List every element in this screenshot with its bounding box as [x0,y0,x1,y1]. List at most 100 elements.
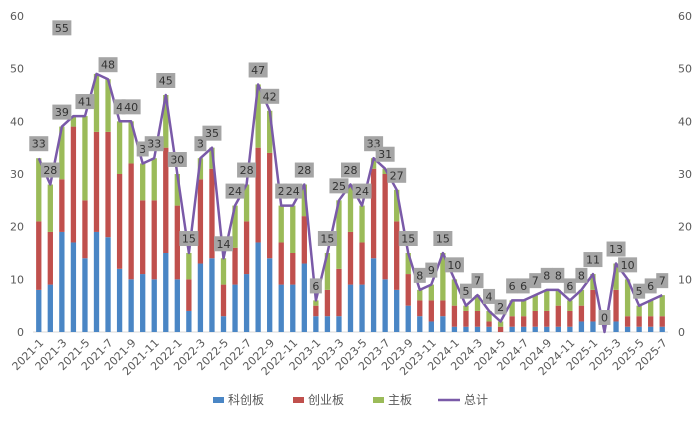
legend: 科创板 创业板 主板 总计 [213,393,488,407]
data-label-text: 14 [217,238,231,251]
data-label-text: 39 [55,106,69,119]
bar-segment [278,205,284,243]
bar-segment [555,305,561,327]
bar-segment [486,310,492,322]
legend-swatch [213,397,224,403]
bar-segment [544,326,550,332]
bar-segment [128,279,134,332]
bar-segment [636,326,642,332]
bar-segment [659,295,665,317]
data-label-text: 15 [320,233,334,246]
data-label: 39 [52,104,72,120]
bar-segment [567,300,573,311]
bar-segment [116,268,123,332]
data-label-box [471,273,484,289]
data-label-box [459,283,472,299]
bar-segment [463,326,469,332]
data-label-box [167,152,187,167]
data-label-box [156,73,176,88]
bar-segment [140,163,146,201]
data-label-box [494,299,507,315]
bar-segment [301,184,307,217]
data-label-box [517,278,530,294]
data-label-text: 31 [378,148,392,161]
data-label-text: 15 [182,233,196,246]
bar-segment [463,305,469,311]
data-label: 28 [341,162,360,178]
data-label: 7 [529,273,542,289]
data-label-box [644,278,657,294]
bar-segment [232,205,238,248]
data-label: 48 [98,57,118,73]
bar-segment [290,205,296,253]
data-label: 6 [309,278,322,294]
bar-segment [93,231,100,332]
data-label: 47 [248,62,268,78]
bar-segment [278,242,284,285]
legend-label: 创业板 [308,393,344,407]
y2-tick-label: 30 [678,168,692,181]
y2-tick-label: 10 [678,273,692,286]
bar-segment [220,284,227,317]
bar-segment [624,316,631,327]
data-label-box [329,178,349,194]
data-label-box [552,267,565,283]
data-label-text: 4 [116,101,123,114]
bar-segment [163,95,169,148]
bar-segment [209,258,215,332]
data-label-text: 40 [124,101,138,114]
bar-segment [648,316,654,327]
bar-segment [197,158,204,180]
bar-segment [105,237,111,332]
y-tick-label: 60 [10,10,24,23]
bar-segment [382,174,388,280]
bar-segment [36,221,42,290]
data-label-text: 4 [486,290,493,303]
data-label-box [529,273,542,289]
data-label-box [483,288,496,304]
data-label: 8 [413,267,426,283]
data-label-box [606,241,626,257]
bar-segment [474,295,481,311]
data-label-text: 8 [555,269,562,282]
bar-segment [474,310,481,327]
data-label-text: 25 [332,180,346,193]
data-label-box [294,162,314,178]
bar-segment [347,184,354,232]
bar-segment [186,279,192,311]
bar-segment [359,205,365,243]
bar-segment [370,168,377,259]
data-label-box [121,99,141,115]
bar-segment [336,200,342,269]
bar-segment [417,300,423,317]
data-label-text: 3 [197,138,204,151]
data-label: 15 [398,231,418,246]
data-label-box [75,94,95,110]
bar-segment [659,316,665,327]
bar-segment [624,326,631,332]
bar-segment [624,279,631,317]
bar-segment [174,205,180,280]
bar-segment [174,279,180,332]
data-label-text: 33 [32,138,46,151]
bar-segment [428,284,434,301]
data-label: 33 [29,136,49,152]
bar-segment [382,279,388,332]
bar-segment [186,253,192,280]
y2-tick-label: 50 [678,63,692,76]
bar-segment [47,231,53,285]
bar-segment [521,316,527,327]
bar-segment [163,147,169,253]
bar-segment [197,263,204,332]
bar-segment [82,116,88,201]
bar-segment [151,200,157,280]
bar-segment [197,179,204,264]
bar-segment [532,310,538,327]
bar-segment [267,258,273,332]
bar-segment [243,184,250,222]
data-label-box [444,257,464,273]
bar-segment [128,163,134,280]
data-label-text: 55 [55,22,69,35]
data-label: 4 [483,288,496,304]
